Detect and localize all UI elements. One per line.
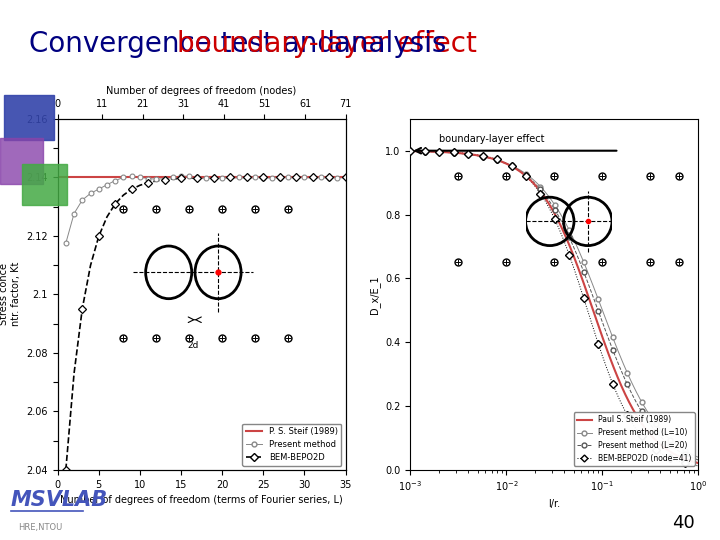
Legend: Paul S. Steif (1989), Present method (L=10), Present method (L=20), BEM-BEPO2D (: Paul S. Steif (1989), Present method (L=… [574,413,695,466]
Text: 2d: 2d [188,341,199,350]
Text: boundary-layer effect: boundary-layer effect [177,30,477,58]
Text: Convergence test and: Convergence test and [29,30,343,58]
Text: analysis: analysis [325,30,446,58]
Y-axis label: Stress conce
ntr. factor, Kt: Stress conce ntr. factor, Kt [0,262,21,327]
X-axis label: Number of degrees of freedom (terms of Fourier series, L): Number of degrees of freedom (terms of F… [60,495,343,505]
X-axis label: Number of degrees of freedom (nodes): Number of degrees of freedom (nodes) [107,85,297,96]
Text: HRE,NTOU: HRE,NTOU [18,523,62,532]
Text: boundary-layer effect: boundary-layer effect [439,134,545,144]
Y-axis label: D_x/E_1: D_x/E_1 [369,275,379,314]
X-axis label: l/r.: l/r. [549,499,560,509]
Text: MSVLAB: MSVLAB [11,490,108,510]
Text: 40: 40 [672,514,695,532]
Legend: P. S. Steif (1989), Present method, BEM-BEPO2D: P. S. Steif (1989), Present method, BEM-… [243,424,341,465]
